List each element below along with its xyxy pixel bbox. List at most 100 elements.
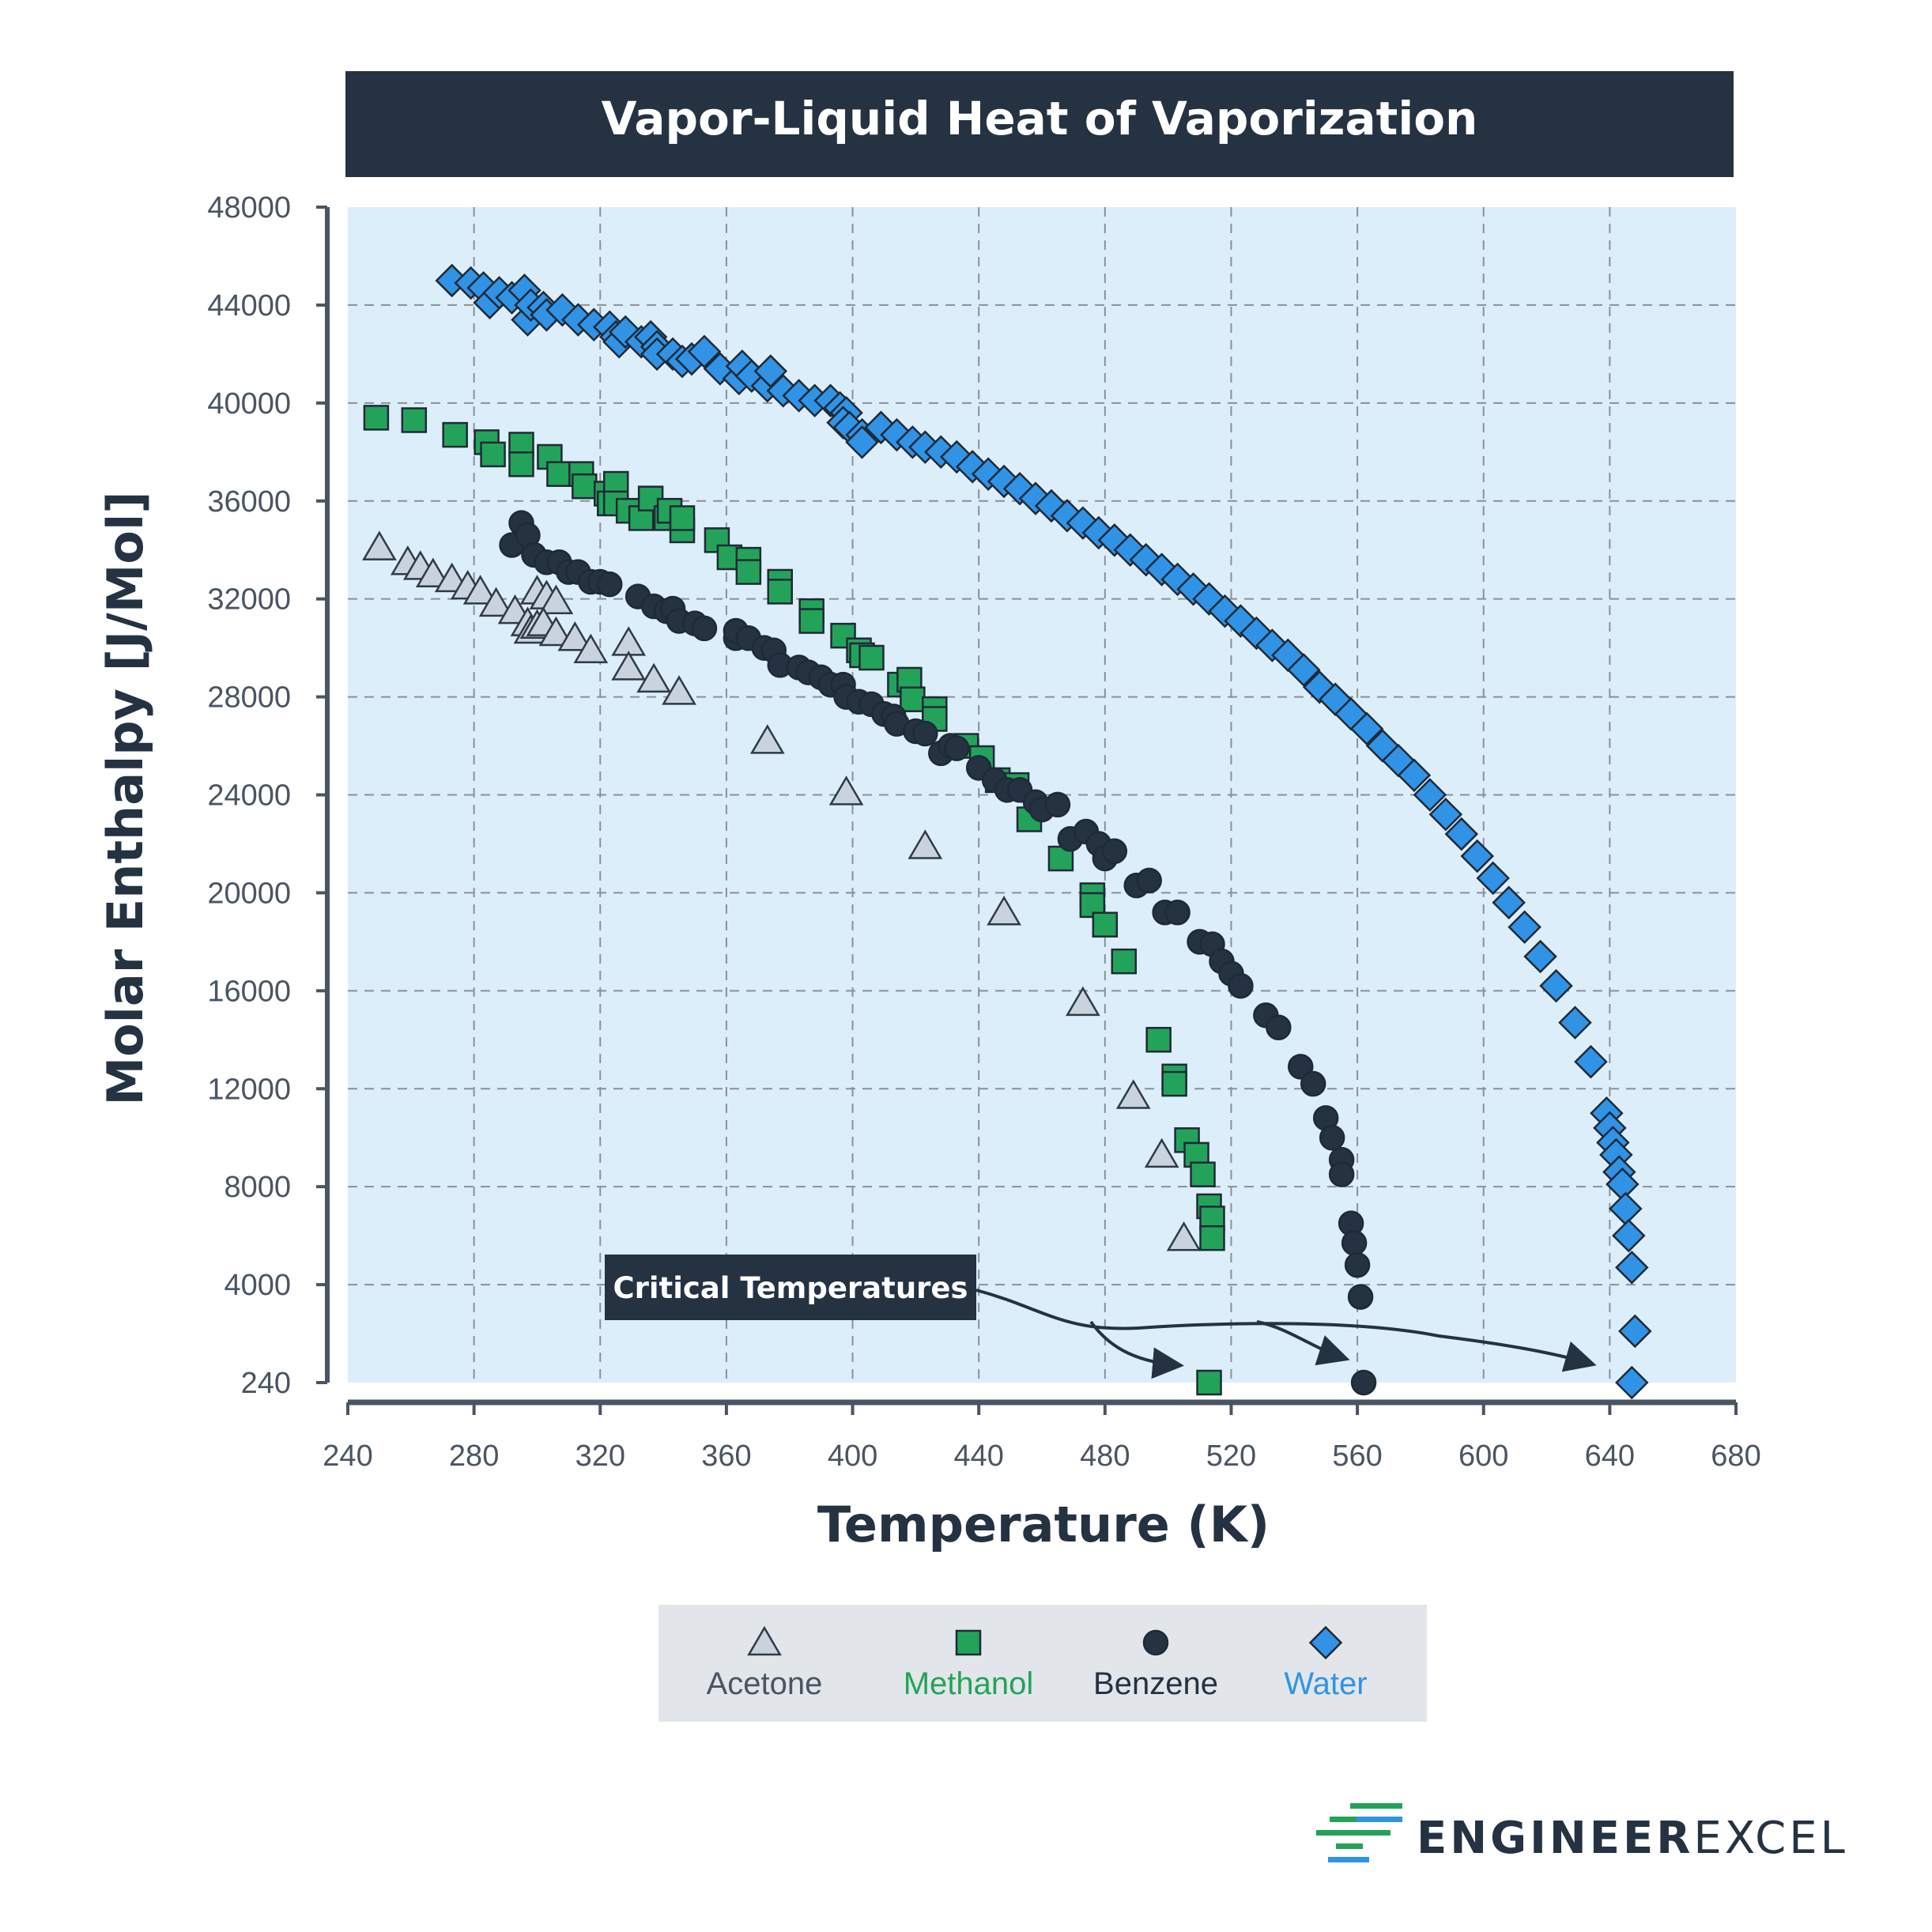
benzene-point xyxy=(1228,972,1254,999)
benzene-point xyxy=(1319,1124,1345,1151)
callout-arrow-water xyxy=(975,1289,1597,1372)
benzene-point xyxy=(596,571,623,598)
methanol-point xyxy=(508,451,534,477)
water-point xyxy=(1428,798,1463,832)
acetone-point xyxy=(636,662,671,693)
y-tick-label: 12000 xyxy=(207,1073,291,1106)
methanol-point xyxy=(798,608,824,634)
x-tick-label: 560 xyxy=(1332,1440,1382,1473)
benzene-point xyxy=(1101,838,1128,865)
brand-name-light: EXCEL xyxy=(1693,1813,1847,1864)
water-point xyxy=(1492,885,1526,920)
y-tick-label: 16000 xyxy=(207,975,291,1008)
y-tick-label: 36000 xyxy=(207,485,291,519)
acetone-point xyxy=(908,829,943,859)
legend-label: Acetone xyxy=(707,1666,823,1701)
data-points xyxy=(362,263,1652,1400)
benzene-point xyxy=(1164,899,1191,926)
methanol-point xyxy=(900,686,926,712)
methanol-point xyxy=(401,407,428,433)
series-benzene xyxy=(499,510,1377,1396)
engineerexcel-logo: ENGINEEREXCEL xyxy=(1316,1803,1848,1864)
y-tick-label: 40000 xyxy=(207,387,291,421)
water-point xyxy=(1558,1006,1592,1040)
legend: Acetone Methanol Benzene Water xyxy=(707,1625,1368,1701)
water-point xyxy=(1444,817,1479,851)
water-point xyxy=(1413,778,1447,812)
callout-box xyxy=(605,1255,976,1320)
benzene-point xyxy=(691,615,718,642)
y-tick-label: 240 xyxy=(241,1367,291,1400)
water-point xyxy=(1612,1218,1646,1253)
methanol-point xyxy=(767,579,794,605)
benzene-point xyxy=(943,735,970,761)
triangle-icon xyxy=(747,1625,782,1656)
methanol-point xyxy=(1111,948,1138,975)
x-tick-label: 320 xyxy=(575,1440,625,1473)
x-tick-label: 600 xyxy=(1458,1440,1508,1473)
y-tick-label: 28000 xyxy=(207,681,291,715)
brand-name-bold: ENGINEER xyxy=(1417,1813,1693,1864)
callout-arrow-benzene xyxy=(1256,1320,1350,1366)
legend-label: Methanol xyxy=(904,1666,1034,1701)
benzene-point xyxy=(1300,1070,1326,1097)
methanol-point xyxy=(1199,1224,1225,1251)
methanol-point xyxy=(858,644,885,671)
callout-arrow-methanol xyxy=(1089,1320,1184,1379)
methanol-point xyxy=(442,421,468,448)
y-tick-label: 8000 xyxy=(224,1171,291,1204)
water-point xyxy=(687,334,722,369)
chart-title: Vapor-Liquid Heat of Vaporization xyxy=(602,92,1478,145)
water-point xyxy=(1349,711,1384,746)
legend-item-benzene: Benzene xyxy=(1093,1629,1218,1701)
benzene-point xyxy=(1344,1252,1371,1278)
logo-stripe-icon xyxy=(1328,1857,1369,1862)
legend-box xyxy=(658,1605,1427,1722)
water-point xyxy=(1460,839,1495,874)
water-point xyxy=(1397,758,1432,792)
water-point xyxy=(1507,910,1541,945)
methanol-point xyxy=(546,461,572,487)
acetone-point xyxy=(415,557,451,587)
acetone-point xyxy=(828,775,864,806)
y-axis-ticks: 240 4000 8000 12000 16000 20000 24000 28000 3200… xyxy=(207,191,327,1400)
benzene-point xyxy=(1266,1014,1292,1041)
methanol-point xyxy=(363,405,390,431)
acetone-point xyxy=(362,530,397,560)
water-point xyxy=(1615,1251,1649,1285)
callout-label: Critical Temperatures xyxy=(613,1271,968,1305)
y-axis-title: Molar Enthalpy [J/Mol] xyxy=(96,491,154,1105)
acetone-point xyxy=(462,575,498,605)
circle-icon xyxy=(1142,1629,1169,1656)
acetone-point xyxy=(538,584,574,615)
water-point xyxy=(1539,968,1573,1003)
benzene-point xyxy=(1341,1230,1368,1256)
water-point xyxy=(1286,653,1321,687)
y-tick-label: 24000 xyxy=(207,779,291,813)
methanol-point xyxy=(1196,1369,1222,1396)
x-tick-label: 680 xyxy=(1711,1440,1760,1473)
methanol-point xyxy=(572,473,598,500)
square-icon xyxy=(955,1629,982,1656)
water-point xyxy=(1615,1365,1649,1400)
brand-name: ENGINEEREXCEL xyxy=(1417,1813,1848,1864)
x-tick-label: 440 xyxy=(953,1440,1003,1473)
acetone-point xyxy=(478,587,514,617)
x-tick-label: 280 xyxy=(449,1440,499,1473)
benzene-point xyxy=(1288,1054,1314,1080)
benzene-point xyxy=(1328,1161,1355,1187)
title-banner xyxy=(345,71,1734,177)
water-point xyxy=(1574,1044,1608,1079)
x-tick-label: 520 xyxy=(1206,1440,1256,1473)
x-tick-label: 480 xyxy=(1080,1440,1130,1473)
methanol-point xyxy=(480,441,506,468)
x-tick-label: 400 xyxy=(828,1440,877,1473)
acetone-point xyxy=(1115,1079,1151,1109)
benzene-point xyxy=(1350,1369,1377,1396)
methanol-point xyxy=(669,505,696,531)
logo-stripe-icon xyxy=(1316,1830,1391,1836)
water-point xyxy=(1476,861,1510,896)
y-tick-label: 44000 xyxy=(207,289,291,323)
y-tick-label: 32000 xyxy=(207,583,291,617)
benzene-point xyxy=(912,720,938,747)
